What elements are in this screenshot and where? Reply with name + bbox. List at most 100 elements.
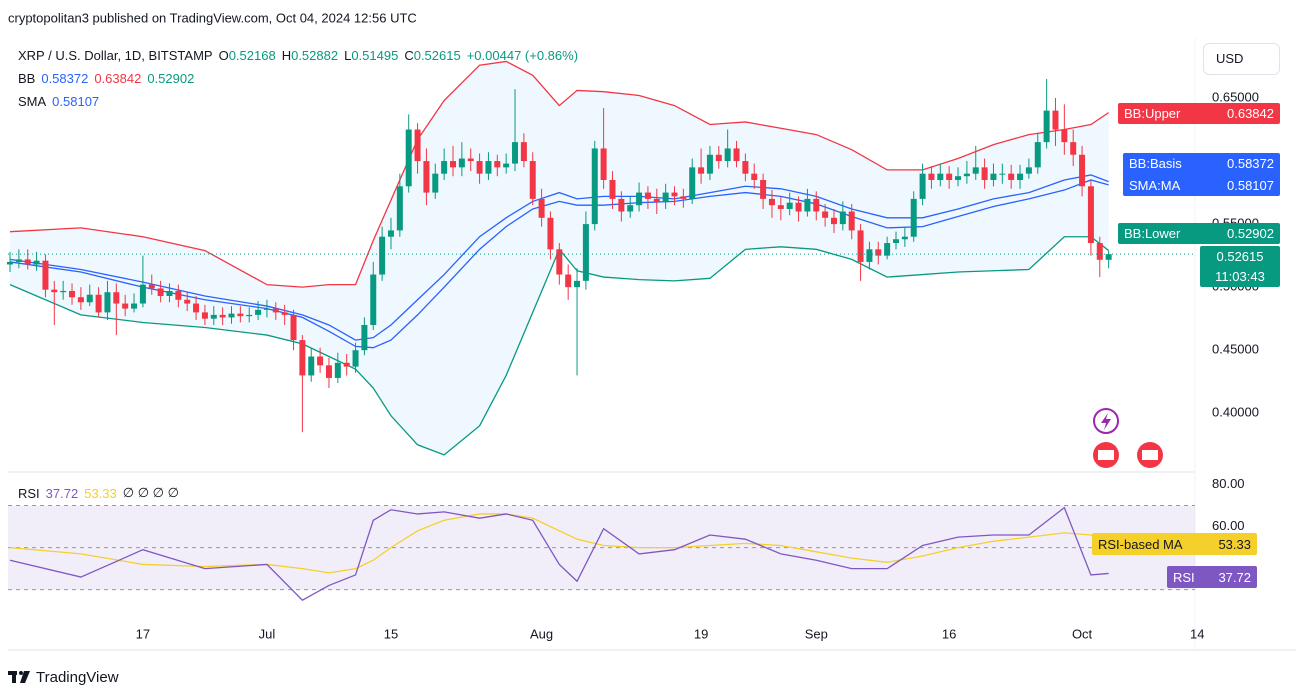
candle-body xyxy=(804,198,811,212)
candle-body xyxy=(893,239,899,244)
ohlc-label: L xyxy=(344,48,352,63)
candle-body xyxy=(299,340,306,376)
candle-body xyxy=(795,202,802,212)
candle-body xyxy=(7,261,13,265)
indicator-value: 0.58107 xyxy=(52,94,100,109)
candle-body xyxy=(1105,254,1112,260)
candle-body xyxy=(813,198,820,212)
rsi-tag: RSI-based MA 53.33 xyxy=(1092,533,1257,555)
logo-part xyxy=(20,671,30,683)
candle-body xyxy=(175,290,182,300)
candle-body xyxy=(237,313,244,317)
candle-body xyxy=(290,314,297,341)
candle-body xyxy=(653,198,660,202)
candle-body xyxy=(60,290,67,293)
ohlc: H0.52882 xyxy=(282,48,338,63)
candle-body xyxy=(423,161,430,193)
candle-body xyxy=(51,289,58,293)
candle-body xyxy=(999,173,1006,175)
candle-body xyxy=(387,230,394,237)
candle-body xyxy=(857,230,864,262)
candle-body xyxy=(901,236,908,240)
candle-body xyxy=(450,161,456,168)
candle-body xyxy=(928,173,935,180)
indicator-line xyxy=(9,179,1109,349)
indicator-value: 0.58372 xyxy=(41,71,89,86)
ohlc-label: C xyxy=(404,48,414,63)
x-tick-label: 17 xyxy=(136,626,150,641)
candle-body xyxy=(379,236,386,275)
candle-body xyxy=(547,217,554,250)
tag-row: BB:Basis 0.58372 xyxy=(1129,156,1274,171)
tag-name: RSI-based MA xyxy=(1098,536,1183,552)
candle-body xyxy=(609,179,616,199)
candle-body xyxy=(760,179,767,199)
tag-name: RSI xyxy=(1173,569,1195,585)
candle-body xyxy=(308,356,315,376)
candle-body xyxy=(15,259,22,262)
x-tick-label: 19 xyxy=(694,626,708,641)
candle-body xyxy=(113,292,120,304)
candle-body xyxy=(1034,142,1041,168)
candle-body xyxy=(396,186,403,231)
candle-body xyxy=(963,173,970,177)
countdown: 11:03:43 xyxy=(1215,269,1265,285)
candle-body xyxy=(405,129,412,187)
candle-body xyxy=(955,176,962,180)
candle-body xyxy=(972,167,979,174)
candle-body xyxy=(689,167,696,199)
candle-body xyxy=(193,303,200,313)
candle-body xyxy=(69,290,76,298)
candle-body xyxy=(680,196,687,199)
candle-body xyxy=(946,173,953,180)
candle-body xyxy=(715,154,722,162)
candle-body xyxy=(122,303,129,309)
tag-value: 0.52902 xyxy=(1227,226,1274,241)
last-price-tag: 0.52615 11:03:43 xyxy=(1200,246,1280,287)
candle-body xyxy=(751,173,758,180)
currency-button[interactable]: USD xyxy=(1203,43,1280,75)
candle-body xyxy=(157,288,164,296)
rsi-line xyxy=(9,513,1109,574)
candle-body xyxy=(1052,110,1059,130)
indicator-value: 0.52902 xyxy=(147,71,195,86)
candle-body xyxy=(246,314,253,317)
tag-value: 53.33 xyxy=(1218,536,1251,552)
legend-rsi: RSI 37.72 53.33 ∅ ∅ ∅ ∅ xyxy=(18,485,179,501)
candle-body xyxy=(698,167,705,174)
tag-value: 0.58372 xyxy=(1227,156,1274,172)
tag-name: SMA:MA xyxy=(1129,177,1181,193)
candle-body xyxy=(884,243,891,256)
candle-body xyxy=(768,198,775,206)
icon xyxy=(1101,413,1111,430)
candle-body xyxy=(272,308,279,313)
indicator-name: SMA xyxy=(18,94,47,109)
y-tick-label: 0.40000 xyxy=(1212,405,1259,420)
candle-body xyxy=(839,211,846,225)
candle-body xyxy=(485,161,492,174)
rsi-line xyxy=(9,506,1109,601)
candle-body xyxy=(591,148,598,225)
icon xyxy=(1142,450,1158,460)
candle-body xyxy=(33,260,40,265)
candle-body xyxy=(370,274,377,325)
candle-body xyxy=(77,297,84,303)
y-tick-label: 60.00 xyxy=(1212,518,1245,533)
x-tick-label: Sep xyxy=(805,626,828,641)
candle-body xyxy=(95,294,102,313)
candle-body xyxy=(281,312,288,315)
candle-body xyxy=(574,280,581,288)
symbol: XRP / U.S. Dollar, 1D, BITSTAMP xyxy=(18,48,213,63)
tag-name: BB:Upper xyxy=(1124,106,1181,121)
candle-body xyxy=(441,161,448,174)
candle-body xyxy=(361,324,368,351)
candle-body xyxy=(458,158,465,168)
candle-body xyxy=(875,249,882,256)
ohlc: L0.51495 xyxy=(344,48,398,63)
tag-value: 0.63842 xyxy=(1227,106,1274,121)
candle-body xyxy=(1043,110,1050,143)
x-tick-label: Jul xyxy=(259,626,276,641)
candle-body xyxy=(317,356,324,366)
candle-body xyxy=(1025,167,1032,174)
tag-value: 37.72 xyxy=(1218,569,1251,585)
